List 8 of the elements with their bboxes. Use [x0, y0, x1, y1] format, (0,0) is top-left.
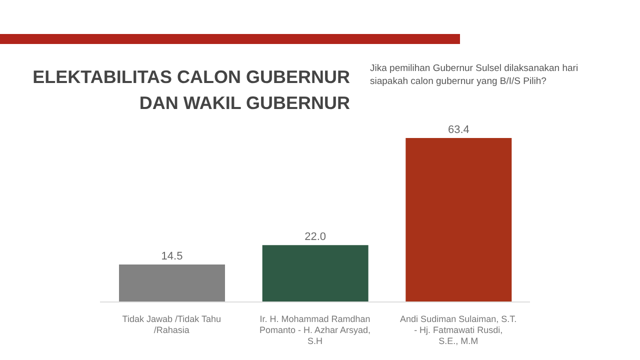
data-label: 14.5 — [161, 250, 183, 262]
chart-subtitle: Jika pemilihan Gubernur Sulsel dilaksanakan hari siapakah calon gubernur yang B/I/S Pilih? — [370, 62, 580, 88]
x-tick-label: Tidak Jawab /Tidak Tahu /Rahasia — [122, 314, 222, 335]
data-label: 63.4 — [448, 124, 470, 136]
x-tick-label: Ir. H. Mohammad Ramdhan Pomanto - H. Azhar Arsyad, S.H — [259, 314, 371, 346]
data-label: 22.0 — [304, 231, 326, 244]
x-tick-label: Andi Sudiman Sulaiman, S.T. - Hj. Fatmawati Rusdi, S.E., M.M — [400, 314, 517, 346]
chart-title: ELEKTABILITAS CALON GUBERNUR DAN WAKIL GUBERNUR — [32, 66, 350, 115]
